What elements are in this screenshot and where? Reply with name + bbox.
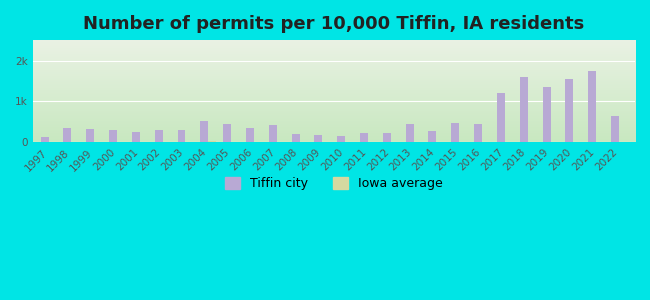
Bar [497,93,505,142]
Title: Number of permits per 10,000 Tiffin, IA residents: Number of permits per 10,000 Tiffin, IA … [83,15,584,33]
Bar [360,133,368,142]
Bar [543,87,551,142]
Bar [383,133,391,142]
Bar [566,79,573,142]
Bar [268,125,277,142]
Bar [40,137,49,142]
Bar [223,124,231,142]
Bar [292,134,300,142]
Bar [406,124,413,142]
Legend: Tiffin city, Iowa average: Tiffin city, Iowa average [220,172,448,195]
Bar [588,71,596,142]
Bar [428,131,437,142]
Bar [109,130,117,142]
Bar [246,128,254,142]
Bar [451,124,460,142]
Bar [64,128,72,142]
Bar [315,134,322,142]
Bar [177,130,185,142]
Bar [611,116,619,142]
Bar [474,124,482,142]
Bar [132,132,140,142]
Bar [520,77,528,142]
Bar [155,130,162,142]
Bar [337,136,345,142]
Bar [200,121,208,142]
Bar [86,129,94,142]
